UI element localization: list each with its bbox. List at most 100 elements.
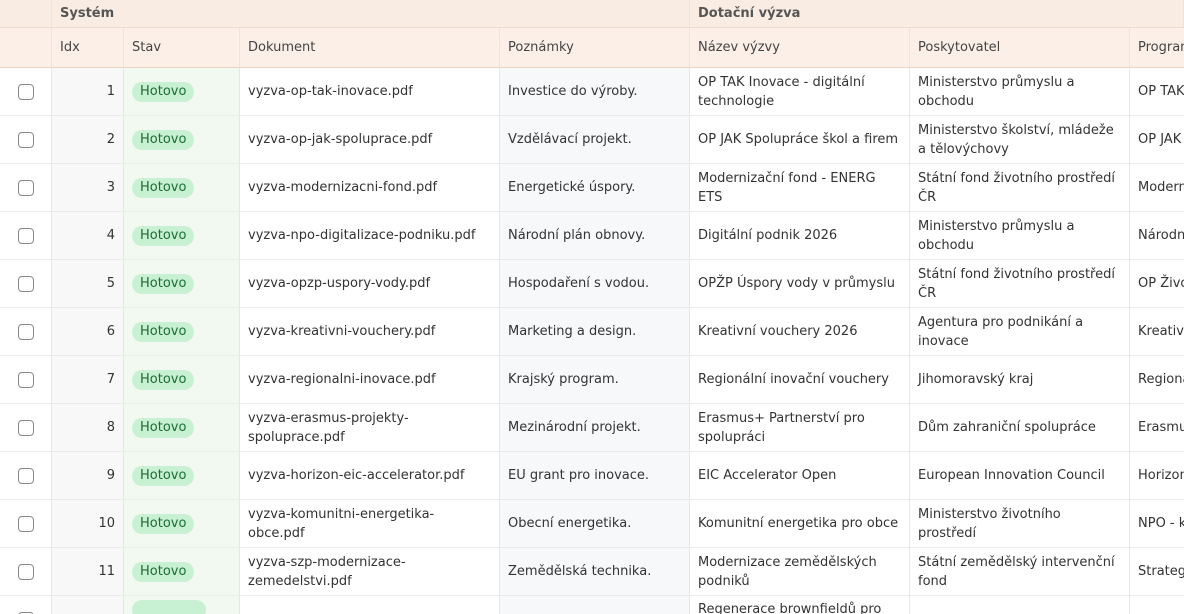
status-badge: Hotovo bbox=[132, 81, 195, 102]
cell-text: Energetické úspory. bbox=[508, 180, 636, 195]
cell-text: 9 bbox=[106, 468, 115, 483]
checkbox[interactable] bbox=[17, 563, 34, 580]
table-cell: Kreativ bbox=[1130, 308, 1184, 356]
status-badge: Hotovo bbox=[132, 513, 195, 534]
status-badge: Hotovo bbox=[132, 225, 195, 246]
cell-text: Státní fond životního prostředí ČR bbox=[918, 266, 1115, 301]
cell-text: Státní fond životního prostředí ČR bbox=[918, 170, 1115, 205]
cell-text: 6 bbox=[106, 324, 115, 339]
table-cell: Dům zahraniční spolupráce bbox=[910, 404, 1130, 452]
column-header: Poznámky bbox=[500, 28, 690, 68]
cell-text: Regionální inovační vouchery bbox=[698, 372, 889, 387]
table-cell: OP Živo bbox=[1130, 260, 1184, 308]
status-badge bbox=[132, 600, 206, 614]
row-select[interactable] bbox=[0, 548, 52, 596]
checkbox[interactable] bbox=[17, 227, 34, 244]
row-select[interactable] bbox=[0, 404, 52, 452]
status-badge: Hotovo bbox=[132, 129, 195, 150]
status-badge: Hotovo bbox=[132, 465, 195, 486]
table-cell: Hotovo bbox=[124, 212, 240, 260]
checkbox[interactable] bbox=[17, 323, 34, 340]
cell-text: OP JAK Spolupráce škol a firem bbox=[698, 132, 899, 147]
table-cell: Horizon bbox=[1130, 452, 1184, 500]
table-cell: Hotovo bbox=[124, 452, 240, 500]
column-title: Poznámky bbox=[508, 40, 574, 55]
group-title: Dotační výzva bbox=[698, 6, 801, 21]
cell-text: European Innovation Council bbox=[918, 468, 1105, 483]
column-header: Název výzvy bbox=[690, 28, 910, 68]
row-select[interactable] bbox=[0, 212, 52, 260]
cell-text: 5 bbox=[106, 276, 115, 291]
column-header: Program bbox=[1130, 28, 1184, 68]
table-cell: Státní fond životního prostředí ČR bbox=[910, 164, 1130, 212]
table-cell: vyzva-regionalni-inovace.pdf bbox=[240, 356, 500, 404]
group-header-empty bbox=[0, 0, 52, 28]
table-cell: vyzva-modernizacni-fond.pdf bbox=[240, 164, 500, 212]
table-cell bbox=[910, 596, 1130, 614]
cell-text: Mezinárodní projekt. bbox=[508, 420, 641, 435]
checkbox[interactable] bbox=[17, 419, 34, 436]
status-badge: Hotovo bbox=[132, 417, 195, 438]
table-cell: OP TAK bbox=[1130, 68, 1184, 116]
table-cell: Zemědělská technika. bbox=[500, 548, 690, 596]
table-cell: Regionální inovační vouchery bbox=[690, 356, 910, 404]
table-cell: NPO - k bbox=[1130, 500, 1184, 548]
column-header: Dokument bbox=[240, 28, 500, 68]
cell-text: Digitální podnik 2026 bbox=[698, 228, 838, 243]
table-cell: OP JAK bbox=[1130, 116, 1184, 164]
column-header: Idx bbox=[52, 28, 124, 68]
table-cell: vyzva-op-tak-inovace.pdf bbox=[240, 68, 500, 116]
table-cell: EIC Accelerator Open bbox=[690, 452, 910, 500]
table-cell: 2 bbox=[52, 116, 124, 164]
table-cell: Hospodaření s vodou. bbox=[500, 260, 690, 308]
cell-text: Modernizace zemědělských podniků bbox=[698, 554, 877, 589]
checkbox[interactable] bbox=[17, 611, 34, 614]
row-select[interactable] bbox=[0, 356, 52, 404]
cell-text: Ministerstvo průmyslu a obchodu bbox=[918, 74, 1075, 109]
table-cell: Hotovo bbox=[124, 356, 240, 404]
table-cell: 8 bbox=[52, 404, 124, 452]
cell-text: NPO - k bbox=[1138, 516, 1184, 531]
checkbox[interactable] bbox=[17, 83, 34, 100]
column-title: Idx bbox=[60, 40, 80, 55]
row-select[interactable] bbox=[0, 308, 52, 356]
cell-text: OP TAK Inovace - digitální technologie bbox=[698, 74, 865, 109]
checkbox[interactable] bbox=[17, 131, 34, 148]
cell-text: Kreativ bbox=[1138, 324, 1184, 339]
table-cell bbox=[52, 596, 124, 614]
status-badge: Hotovo bbox=[132, 561, 195, 582]
table-cell bbox=[124, 596, 240, 614]
cell-text: OPŽP Úspory vody v průmyslu bbox=[698, 276, 895, 291]
checkbox[interactable] bbox=[17, 371, 34, 388]
cell-text: 4 bbox=[106, 228, 115, 243]
column-title: Název výzvy bbox=[698, 40, 780, 55]
table-cell: Modern bbox=[1130, 164, 1184, 212]
checkbox[interactable] bbox=[17, 467, 34, 484]
row-select[interactable] bbox=[0, 68, 52, 116]
row-select[interactable] bbox=[0, 260, 52, 308]
table-cell: Obecní energetika. bbox=[500, 500, 690, 548]
cell-text: Agentura pro podnikání a inovace bbox=[918, 314, 1084, 349]
cell-text: Erasmu bbox=[1138, 420, 1184, 435]
checkbox[interactable] bbox=[17, 515, 34, 532]
table-cell: Hotovo bbox=[124, 548, 240, 596]
row-select[interactable] bbox=[0, 500, 52, 548]
table-cell: vyzva-npo-digitalizace-podniku.pdf bbox=[240, 212, 500, 260]
column-title: Stav bbox=[132, 40, 162, 55]
cell-text: 2 bbox=[106, 132, 115, 147]
row-select[interactable] bbox=[0, 452, 52, 500]
cell-text: vyzva-npo-digitalizace-podniku.pdf bbox=[248, 228, 476, 243]
checkbox[interactable] bbox=[17, 179, 34, 196]
table-cell: vyzva-op-jak-spoluprace.pdf bbox=[240, 116, 500, 164]
row-select[interactable] bbox=[0, 596, 52, 614]
table-cell: 7 bbox=[52, 356, 124, 404]
table-cell: 3 bbox=[52, 164, 124, 212]
row-select[interactable] bbox=[0, 116, 52, 164]
table-cell bbox=[1130, 596, 1184, 614]
table-cell: Hotovo bbox=[124, 404, 240, 452]
row-select[interactable] bbox=[0, 164, 52, 212]
table-cell: Regenerace brownfieldů pro bbox=[690, 596, 910, 614]
checkbox[interactable] bbox=[17, 275, 34, 292]
table-cell: Ministerstvo školství, mládeže a tělovýc… bbox=[910, 116, 1130, 164]
table-cell: Ministerstvo průmyslu a obchodu bbox=[910, 68, 1130, 116]
